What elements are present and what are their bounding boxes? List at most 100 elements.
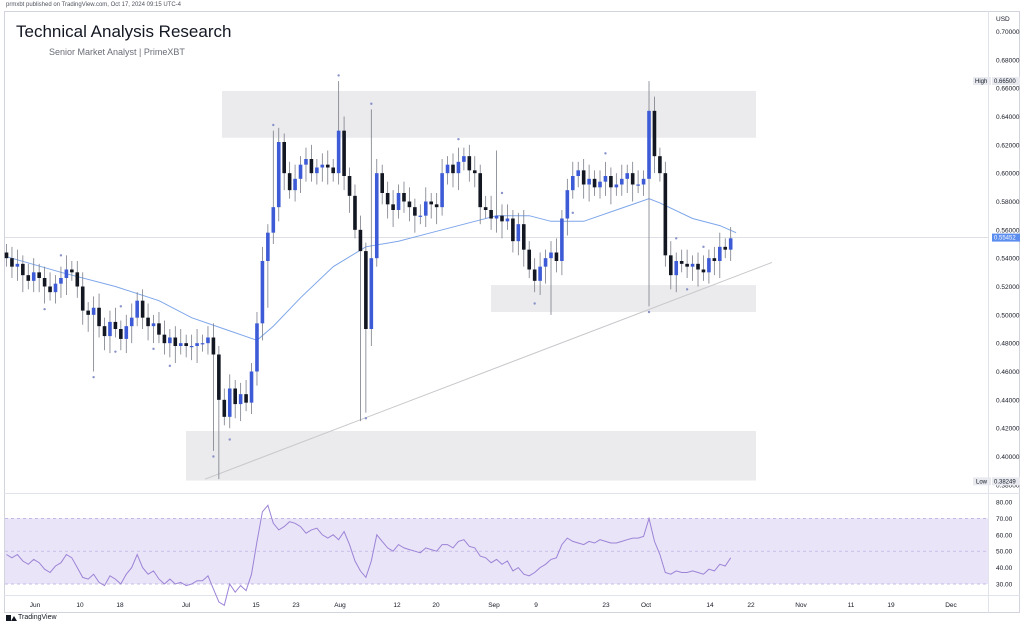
pivot-high-marker bbox=[457, 137, 460, 141]
tradingview-logo-icon bbox=[6, 614, 17, 621]
candles-group bbox=[4, 81, 733, 480]
candle-body bbox=[10, 258, 14, 267]
price-tick-label: 0.38000 bbox=[996, 482, 1020, 489]
candle-body bbox=[162, 334, 167, 344]
time-tick-label: 9 bbox=[534, 602, 538, 609]
candle-body bbox=[641, 178, 646, 185]
time-tick-label: 23 bbox=[602, 602, 610, 609]
candle-body bbox=[298, 164, 303, 179]
time-tick-label: 22 bbox=[747, 602, 755, 609]
candle-body bbox=[64, 269, 69, 278]
pivot-high-marker bbox=[604, 152, 607, 155]
candle-body bbox=[146, 317, 150, 327]
candle-body bbox=[728, 238, 733, 250]
rsi-tick-label: 40.00 bbox=[996, 565, 1013, 572]
candle-body bbox=[184, 343, 188, 346]
candle-body bbox=[369, 258, 374, 329]
candle-body bbox=[260, 261, 265, 324]
chart-subtitle: Senior Market Analyst | PrimeXBT bbox=[49, 47, 185, 57]
pivot-high-marker bbox=[370, 102, 373, 105]
candle-body bbox=[674, 261, 679, 276]
resistance-zone-upper bbox=[222, 91, 756, 138]
pivot-low-marker bbox=[364, 417, 368, 420]
candle-body bbox=[717, 246, 722, 261]
candle-body bbox=[396, 193, 401, 210]
time-tick-label: 20 bbox=[432, 602, 440, 609]
candle-body bbox=[4, 252, 9, 259]
candle-body bbox=[238, 394, 243, 405]
publish-line: prmxbt published on TradingView.com, Oct… bbox=[6, 2, 181, 8]
candle-body bbox=[707, 258, 711, 273]
candle-body bbox=[592, 178, 597, 188]
candle-body bbox=[598, 181, 602, 188]
pivot-high-marker bbox=[272, 123, 275, 127]
candle-body bbox=[489, 210, 493, 219]
candle-body bbox=[48, 286, 52, 293]
candle-body bbox=[86, 310, 90, 315]
candle-body bbox=[619, 178, 624, 185]
time-tick-label: Jul bbox=[182, 602, 191, 609]
last-price-tag bbox=[992, 233, 1020, 242]
candle-body bbox=[500, 215, 504, 222]
candle-body bbox=[75, 272, 80, 287]
time-tick-label: Aug bbox=[334, 602, 346, 609]
candle-body bbox=[603, 176, 608, 182]
high-label: High bbox=[975, 79, 987, 85]
price-tick-label: 0.44000 bbox=[996, 397, 1020, 404]
candle-body bbox=[287, 173, 292, 191]
rsi-tick-label: 80.00 bbox=[996, 500, 1013, 507]
pivot-low-marker bbox=[43, 307, 46, 311]
time-tick-label: 15 bbox=[252, 602, 260, 609]
low-label: Low bbox=[976, 479, 988, 485]
tradingview-footer[interactable]: TradingView bbox=[6, 614, 57, 621]
price-tick-label: 0.60000 bbox=[996, 171, 1020, 178]
price-tick-label: 0.66000 bbox=[996, 86, 1020, 93]
candle-body bbox=[560, 218, 564, 261]
candle-body bbox=[505, 218, 510, 222]
candle-body bbox=[26, 275, 31, 281]
candle-body bbox=[206, 337, 210, 344]
low-value-tag bbox=[992, 477, 1020, 486]
pivot-low-marker bbox=[647, 310, 651, 314]
candle-body bbox=[227, 388, 232, 417]
candle-body bbox=[342, 130, 346, 176]
candle-body bbox=[527, 249, 532, 270]
pivot-low-marker bbox=[168, 364, 172, 368]
candle-body bbox=[42, 278, 47, 287]
time-tick-label: 12 bbox=[393, 602, 401, 609]
candle-body bbox=[472, 170, 477, 174]
price-tick-label: 0.40000 bbox=[996, 454, 1020, 461]
candle-body bbox=[266, 232, 270, 261]
time-tick-label: 23 bbox=[292, 602, 300, 609]
candle-body bbox=[543, 258, 548, 267]
candle-body bbox=[135, 300, 139, 318]
rsi-tick-label: 60.00 bbox=[996, 532, 1013, 539]
candle-body bbox=[91, 307, 96, 315]
candle-body bbox=[59, 278, 63, 284]
candle-body bbox=[685, 263, 689, 267]
candle-body bbox=[282, 142, 286, 174]
candle-body bbox=[222, 399, 227, 417]
pivot-low-marker bbox=[114, 350, 117, 353]
candle-body bbox=[668, 255, 673, 276]
candle-body bbox=[663, 173, 668, 256]
pivot-low-marker bbox=[228, 438, 231, 441]
candle-body bbox=[97, 307, 101, 327]
candle-body bbox=[630, 173, 635, 185]
time-tick-label: 14 bbox=[706, 602, 714, 609]
candle-body bbox=[168, 337, 172, 344]
candle-body bbox=[712, 258, 717, 261]
candle-body bbox=[173, 337, 178, 346]
pivot-low-marker bbox=[571, 211, 574, 215]
high-value-tag bbox=[992, 77, 1020, 86]
low-label-tag bbox=[973, 477, 991, 486]
trend-line bbox=[204, 261, 773, 480]
pivot-low-marker bbox=[152, 347, 155, 351]
candle-body bbox=[516, 224, 521, 242]
moving-average-line bbox=[6, 198, 737, 341]
candle-body bbox=[581, 170, 586, 185]
pivot-high-marker bbox=[337, 74, 340, 77]
price-tick-label: 0.64000 bbox=[996, 114, 1020, 121]
candle-body bbox=[119, 329, 123, 339]
